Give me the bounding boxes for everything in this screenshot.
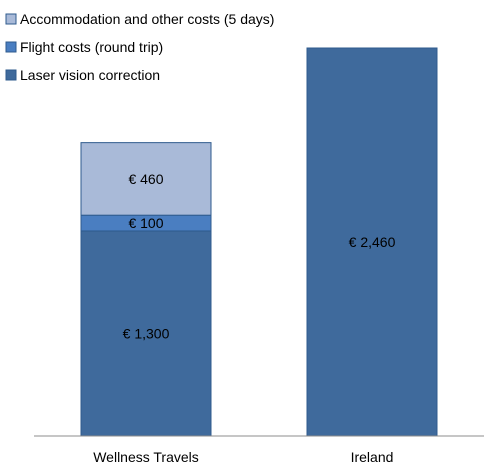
bars-group (80, 47, 438, 437)
category-label-ireland: Ireland (351, 449, 394, 465)
legend-swatch-laser-vision-correction (5, 69, 17, 81)
bar-wellness-travels-laser-vision-correction (80, 230, 212, 437)
legend-swatch-accommodation-and-other-costs-5-days (5, 13, 17, 25)
data-label-wellness-travels-accommodation-and-other-costs-5-days: € 460 (128, 171, 163, 187)
legend-label-laser-vision-correction: Laser vision correction (20, 67, 160, 83)
data-label-ireland-laser-vision-correction: € 2,460 (349, 234, 396, 250)
category-label-wellness-travels: Wellness Travels (93, 449, 199, 465)
legend-swatch-flight-costs-round-trip (5, 41, 17, 53)
legend: Accommodation and other costs (5 days) Fl… (5, 11, 274, 83)
data-label-wellness-travels-flight-costs-round-trip: € 100 (128, 215, 163, 231)
bar-ireland-laser-vision-correction (306, 47, 438, 437)
legend-label-flight-costs-round-trip: Flight costs (round trip) (20, 39, 163, 55)
data-labels-group: € 1,300 € 100 € 460 € 2,460 (123, 171, 396, 342)
category-labels: Wellness Travels Ireland (93, 449, 393, 465)
bar-wellness-travels-accommodation-and-other-costs-5-days (80, 142, 212, 216)
data-label-wellness-travels-laser-vision-correction: € 1,300 (123, 325, 170, 341)
legend-label-accommodation-and-other-costs-5-days: Accommodation and other costs (5 days) (20, 11, 274, 27)
